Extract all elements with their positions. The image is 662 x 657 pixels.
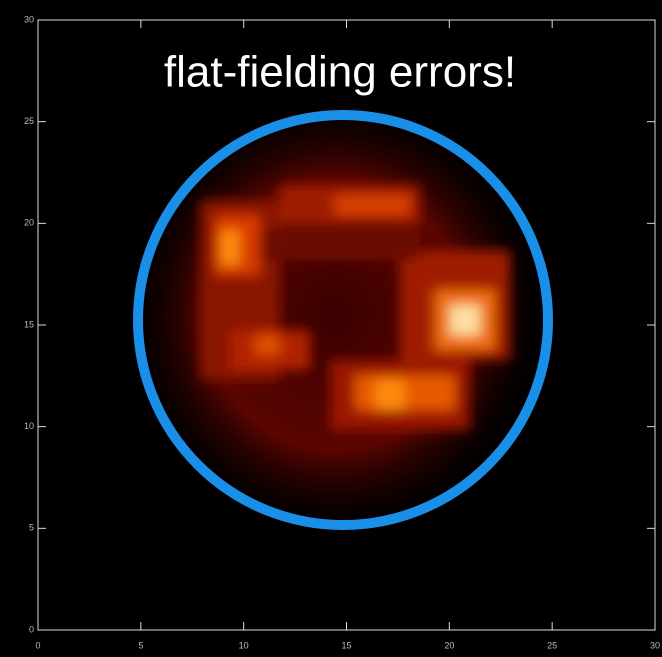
blobs bbox=[200, 185, 510, 430]
y-tick-label: 25 bbox=[24, 116, 34, 126]
x-tick-label: 25 bbox=[547, 640, 557, 650]
x-tick-label: 20 bbox=[444, 640, 454, 650]
y-tick-label: 15 bbox=[24, 319, 34, 329]
annotation: flat-fielding errors! bbox=[164, 48, 516, 97]
x-tick-label: 5 bbox=[138, 640, 143, 650]
highlight-circle bbox=[133, 110, 553, 530]
x-tick-label: 0 bbox=[35, 640, 40, 650]
y-tick-label: 0 bbox=[29, 624, 34, 634]
image bbox=[120, 90, 550, 540]
x-tick-label: 10 bbox=[239, 640, 249, 650]
x-tick-label: 15 bbox=[341, 640, 351, 650]
y-tick-label: 5 bbox=[29, 523, 34, 533]
y-tick-label: 20 bbox=[24, 218, 34, 228]
x-tick-label: 30 bbox=[650, 640, 660, 650]
y-tick-label: 10 bbox=[24, 421, 34, 431]
y-tick-label: 30 bbox=[24, 14, 34, 24]
